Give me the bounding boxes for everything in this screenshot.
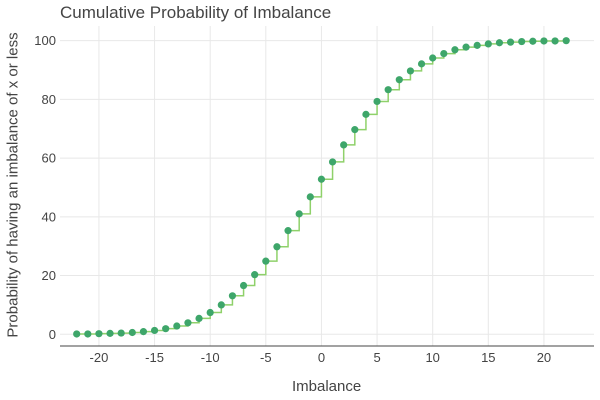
y-tick-label: 0 xyxy=(49,327,56,342)
data-point xyxy=(217,301,225,309)
y-tick-label: 100 xyxy=(34,33,56,48)
data-point xyxy=(328,158,337,166)
data-point xyxy=(184,319,192,327)
x-tick-label: -15 xyxy=(145,350,164,365)
data-point xyxy=(373,97,381,106)
data-point xyxy=(95,330,103,338)
data-point xyxy=(384,86,392,94)
data-point xyxy=(317,175,326,183)
data-point xyxy=(284,227,292,235)
data-point xyxy=(251,271,259,279)
data-point xyxy=(551,37,559,45)
x-tick-label: -10 xyxy=(201,350,220,365)
x-axis-label: Imbalance xyxy=(292,378,362,395)
data-point xyxy=(451,46,459,54)
data-point xyxy=(273,243,281,251)
y-tick-label: 40 xyxy=(42,209,56,224)
data-point xyxy=(484,40,492,48)
x-tick-label: 10 xyxy=(425,350,439,365)
y-tick-label: 80 xyxy=(42,92,56,107)
data-point xyxy=(173,322,181,330)
y-tick-label: 20 xyxy=(42,268,56,283)
data-point xyxy=(529,37,537,45)
x-tick-label: 15 xyxy=(481,350,495,365)
x-tick-label: 0 xyxy=(318,350,325,365)
chart-title: Cumulative Probability of Imbalance xyxy=(60,3,332,22)
data-point xyxy=(462,43,470,51)
data-point xyxy=(106,329,114,337)
data-point xyxy=(162,325,170,333)
data-point xyxy=(406,67,415,75)
data-point xyxy=(417,60,426,68)
data-point xyxy=(518,37,526,46)
data-point xyxy=(195,314,203,323)
data-point xyxy=(139,328,148,336)
data-point xyxy=(84,330,92,338)
data-point xyxy=(73,330,81,338)
data-point xyxy=(262,257,270,265)
data-point xyxy=(306,193,314,201)
x-tick-label: 20 xyxy=(537,350,551,365)
data-point xyxy=(295,210,303,218)
data-point xyxy=(429,54,437,62)
data-point xyxy=(206,308,214,317)
data-point xyxy=(562,37,570,45)
data-point xyxy=(440,49,448,58)
x-tick-label: -5 xyxy=(260,350,272,365)
x-tick-label: -20 xyxy=(90,350,109,365)
data-point xyxy=(495,39,504,47)
y-tick-label: 60 xyxy=(42,151,56,166)
data-point xyxy=(395,76,403,84)
data-point xyxy=(506,38,515,46)
data-point xyxy=(150,326,159,335)
data-point xyxy=(340,141,348,149)
data-point xyxy=(228,292,237,300)
data-point xyxy=(473,41,481,49)
data-point xyxy=(540,37,548,45)
data-point xyxy=(239,281,248,290)
x-tick-label: 5 xyxy=(373,350,380,365)
data-point xyxy=(117,329,125,337)
data-point xyxy=(351,126,359,134)
data-point xyxy=(362,110,370,118)
data-point xyxy=(128,328,136,337)
